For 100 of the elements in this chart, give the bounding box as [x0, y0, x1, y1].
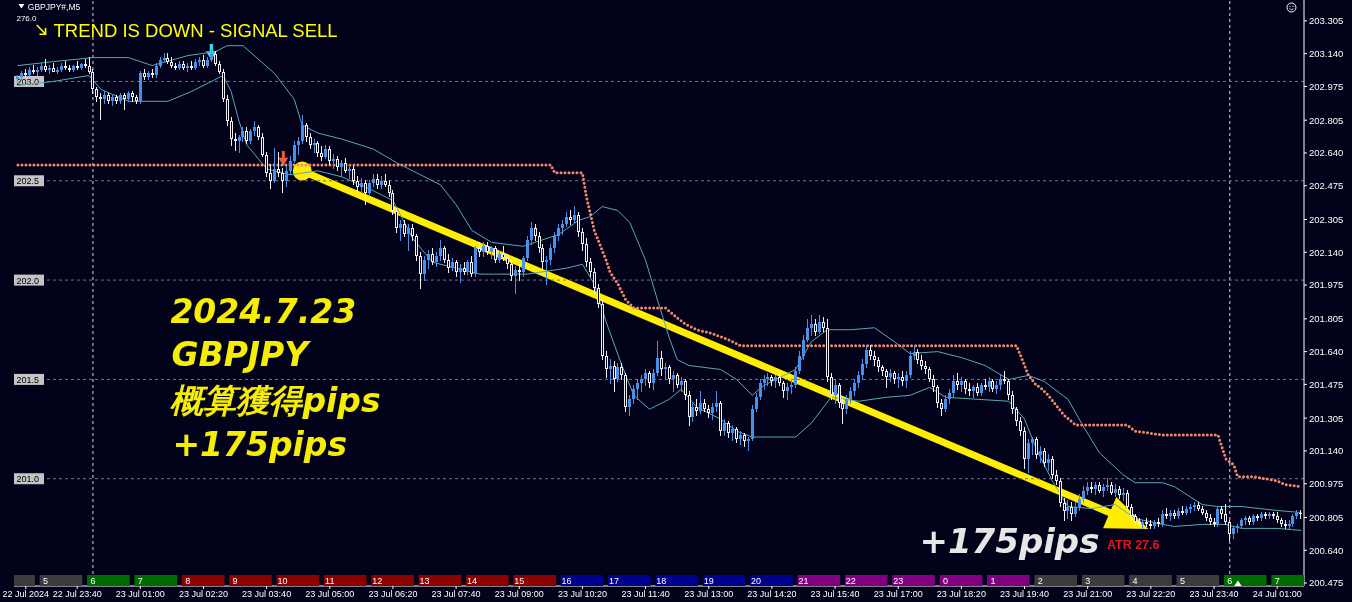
candlestick [210, 48, 213, 63]
candlestick [1098, 481, 1101, 494]
candlestick [20, 70, 23, 81]
candlestick [628, 394, 631, 417]
x-tick-label: 23 Jul 17:00 [873, 589, 923, 600]
annotation: GBPJPY [171, 335, 312, 374]
candlestick [1153, 519, 1156, 530]
candlestick [273, 147, 276, 184]
candlestick [1232, 525, 1235, 540]
candlestick [968, 382, 971, 397]
x-tick-label: 20 [751, 575, 762, 586]
x-tick-label: 19 [703, 575, 714, 586]
candlestick [309, 132, 312, 150]
candlestick [695, 398, 698, 417]
x-tick-label: 23 Jul 10:20 [557, 589, 607, 600]
candlestick [656, 340, 659, 377]
candlestick [747, 436, 750, 452]
candlestick [1011, 390, 1014, 415]
candlestick [806, 318, 809, 343]
candlestick [1031, 436, 1034, 456]
x-tick-label: 23 Jul 19:40 [1000, 589, 1050, 600]
candlestick [419, 251, 422, 290]
candlestick [991, 378, 994, 393]
candlestick [810, 314, 813, 337]
candlestick [1027, 438, 1030, 474]
candlestick [131, 90, 134, 103]
candlestick [238, 134, 241, 154]
candlestick [127, 90, 130, 103]
candlestick [407, 223, 410, 252]
candlestick [1094, 481, 1097, 496]
candlestick [490, 245, 493, 260]
candlestick [1189, 503, 1192, 514]
x-tick-label: 12 [372, 575, 383, 586]
candlestick [1019, 416, 1022, 437]
x-tick-label: 7 [1274, 575, 1280, 586]
candlestick [245, 126, 248, 145]
candlestick [964, 378, 967, 395]
candlestick [60, 62, 63, 73]
x-tick-label: 5 [1179, 575, 1185, 586]
candlestick [257, 124, 260, 141]
candlestick [510, 259, 513, 282]
x-tick-label: 21 [798, 575, 809, 586]
candlestick [1043, 447, 1046, 468]
y-tick-label: 200.975 [1309, 478, 1344, 490]
candlestick [794, 366, 797, 389]
candlestick [593, 267, 596, 294]
candlestick [186, 62, 189, 73]
candlestick [99, 92, 102, 121]
candlestick [1185, 505, 1188, 516]
y-tick-label: 201.805 [1309, 313, 1344, 325]
candlestick [1240, 517, 1243, 530]
chart-title: GBPJPY#,M5 [27, 1, 81, 12]
x-tick-label: 7 [137, 575, 143, 586]
y-tick-label: 200.805 [1309, 511, 1344, 523]
candlestick [466, 259, 469, 276]
candlestick [486, 241, 489, 256]
candlestick [380, 175, 383, 190]
candlestick [885, 368, 888, 389]
candlestick [735, 426, 738, 444]
candlestick [352, 165, 355, 186]
x-tick-label: 23 Jul 06:20 [368, 589, 418, 600]
x-tick-label: 9 [232, 575, 238, 586]
candlestick [1039, 445, 1042, 464]
candlestick [1268, 511, 1271, 520]
x-tick-label: 11 [325, 575, 335, 586]
candlestick [451, 257, 454, 272]
candlestick [431, 247, 434, 266]
y-tick-label: 202.305 [1309, 213, 1344, 225]
candlestick [336, 155, 339, 172]
candlestick [506, 253, 509, 270]
candlestick [198, 56, 201, 67]
candlestick [889, 368, 892, 383]
candlestick [972, 384, 975, 399]
x-tick-label: 0 [943, 575, 949, 586]
x-tick-label: 23 Jul 11:40 [621, 589, 670, 600]
ref-line-label: 202.5 [16, 176, 40, 187]
candlestick [269, 163, 272, 190]
x-tick-label: 23 Jul 07:40 [431, 589, 481, 600]
ref-line-label: 201.5 [16, 374, 40, 385]
candlestick [285, 165, 288, 188]
candlestick [719, 400, 722, 437]
candlestick [459, 263, 462, 284]
candlestick [1082, 485, 1085, 504]
candlestick [289, 155, 292, 176]
candlestick [845, 394, 848, 415]
annotation: 2024.7.23 [170, 292, 357, 331]
candlestick [672, 370, 675, 393]
candlestick [691, 402, 694, 423]
y-tick-label: 202.805 [1309, 114, 1344, 126]
ref-line-label: 202.0 [16, 275, 40, 286]
candlestick [680, 376, 683, 393]
candlestick [834, 378, 837, 405]
candlestick [399, 219, 402, 242]
candlestick [999, 374, 1002, 391]
candlestick [135, 94, 138, 105]
candlestick [995, 380, 998, 395]
candlestick [909, 350, 912, 379]
candlestick [782, 380, 785, 399]
candlestick [743, 432, 746, 448]
candlestick [249, 128, 252, 145]
